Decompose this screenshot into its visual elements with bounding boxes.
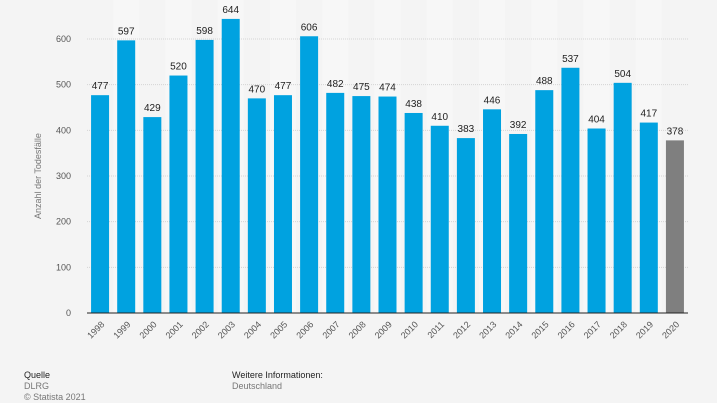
bar	[509, 133, 528, 313]
y-tick-label: 100	[56, 262, 71, 272]
info-text: Deutschland	[232, 381, 283, 391]
x-tick-label: 2017	[582, 319, 603, 340]
bar	[91, 95, 110, 313]
data-label: 446	[484, 95, 501, 106]
bar	[143, 117, 162, 313]
bar	[352, 96, 371, 313]
data-label: 598	[196, 26, 213, 37]
bar	[378, 96, 397, 313]
bar	[273, 95, 292, 313]
bar	[430, 125, 449, 314]
x-tick-label: 2003	[216, 319, 237, 340]
data-label: 606	[301, 22, 318, 33]
x-tick-label: 2013	[477, 319, 498, 340]
x-tick-label: 2015	[529, 319, 550, 340]
y-tick-label: 500	[56, 80, 71, 90]
source-block: Quelle DLRG © Statista 2021	[24, 370, 86, 403]
source-label: Quelle	[24, 370, 51, 380]
x-tick-label: 2018	[608, 319, 629, 340]
bar	[195, 39, 214, 314]
x-tick-label: 2011	[425, 319, 446, 340]
x-tick-label: 1999	[111, 319, 132, 340]
x-tick-label: 2012	[451, 319, 472, 340]
x-tick-label: 2000	[138, 319, 159, 340]
data-label: 597	[118, 26, 135, 37]
x-tick-label: 1998	[85, 319, 106, 340]
bar	[117, 40, 136, 314]
data-label: 470	[249, 84, 266, 95]
bar	[221, 18, 240, 313]
x-tick-label: 2009	[373, 319, 394, 340]
source-link[interactable]: DLRG	[24, 381, 50, 391]
data-label: 474	[379, 83, 396, 94]
bar	[587, 128, 606, 313]
y-axis-label: Anzahl der Todesfälle	[33, 133, 43, 219]
x-tick-label: 2007	[320, 319, 341, 340]
data-label: 429	[144, 103, 161, 114]
info-label[interactable]: Weitere Informationen:	[232, 370, 323, 380]
x-tick-label: 2001	[164, 319, 185, 340]
data-label: 475	[353, 82, 370, 93]
bar	[639, 122, 658, 313]
data-label: 644	[222, 5, 239, 16]
data-label: 378	[667, 126, 684, 137]
bar	[665, 140, 684, 313]
bar	[561, 67, 580, 314]
y-tick-label: 0	[66, 308, 71, 318]
x-tick-label: 2019	[634, 319, 655, 340]
data-label: 488	[536, 76, 553, 87]
x-tick-label: 2006	[294, 319, 315, 340]
bar	[404, 112, 423, 313]
data-label: 477	[275, 81, 292, 92]
bar	[247, 98, 266, 313]
bar	[483, 109, 502, 314]
x-tick-label: 2008	[347, 319, 368, 340]
data-label: 383	[458, 124, 475, 135]
data-label: 417	[640, 109, 657, 120]
y-tick-label: 400	[56, 125, 71, 135]
y-tick-label: 600	[56, 34, 71, 44]
data-label: 520	[170, 62, 187, 73]
x-tick-label: 2002	[190, 319, 211, 340]
x-tick-label: 2005	[268, 319, 289, 340]
data-label: 410	[431, 112, 448, 123]
data-label: 438	[405, 99, 422, 110]
x-tick-label: 2014	[503, 319, 524, 340]
x-tick-label: 2016	[556, 319, 577, 340]
bar	[326, 92, 345, 314]
x-tick-label: 2010	[399, 319, 420, 340]
info-block: Weitere Informationen: Deutschland	[232, 370, 323, 392]
bar	[535, 90, 554, 313]
x-tick-label: 2020	[660, 319, 681, 340]
bar	[300, 36, 319, 313]
bar	[456, 138, 475, 313]
bar	[169, 75, 188, 314]
y-tick-label: 300	[56, 171, 71, 181]
bar	[613, 82, 632, 313]
x-tick-label: 2004	[242, 319, 263, 340]
data-label: 477	[92, 81, 109, 92]
copyright: © Statista 2021	[24, 392, 86, 402]
data-label: 504	[614, 69, 631, 80]
data-label: 404	[588, 115, 605, 126]
data-label: 392	[510, 120, 527, 131]
data-label: 482	[327, 79, 344, 90]
y-tick-label: 200	[56, 217, 71, 227]
data-label: 537	[562, 54, 579, 65]
